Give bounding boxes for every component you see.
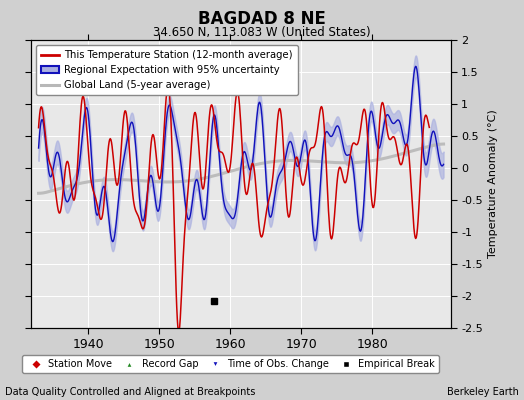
Legend: Station Move, Record Gap, Time of Obs. Change, Empirical Break: Station Move, Record Gap, Time of Obs. C…	[22, 355, 439, 373]
Legend: This Temperature Station (12-month average), Regional Expectation with 95% uncer: This Temperature Station (12-month avera…	[37, 45, 298, 95]
Y-axis label: Temperature Anomaly (°C): Temperature Anomaly (°C)	[488, 110, 498, 258]
Text: 34.650 N, 113.083 W (United States): 34.650 N, 113.083 W (United States)	[153, 26, 371, 39]
Text: Data Quality Controlled and Aligned at Breakpoints: Data Quality Controlled and Aligned at B…	[5, 387, 256, 397]
Text: Berkeley Earth: Berkeley Earth	[447, 387, 519, 397]
Text: BAGDAD 8 NE: BAGDAD 8 NE	[198, 10, 326, 28]
